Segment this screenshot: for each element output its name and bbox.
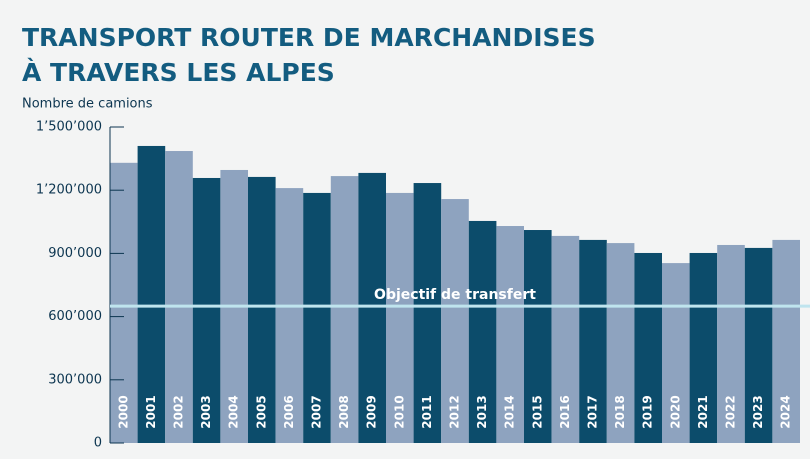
bar — [358, 172, 386, 443]
x-tick-label: 2020 — [668, 395, 682, 428]
bar — [717, 244, 745, 443]
bar — [579, 239, 607, 443]
x-tick-label: 2002 — [172, 395, 186, 428]
bar — [689, 252, 718, 443]
bar — [386, 192, 414, 443]
x-tick-label: 2022 — [724, 395, 738, 428]
x-tick-label: 2010 — [392, 395, 406, 428]
y-tick-label: 1’500’000 — [36, 120, 102, 135]
x-tick-label: 2008 — [337, 395, 351, 428]
y-tick-label: 300’000 — [48, 372, 102, 387]
y-tick-label: 1’200’000 — [36, 183, 102, 198]
y-axis-label: Nombre de camions — [22, 97, 153, 112]
x-tick-label: 2012 — [448, 395, 462, 428]
x-tick-label: 2018 — [613, 395, 627, 428]
y-tick-label: 0 — [94, 436, 102, 451]
x-tick-label: 2016 — [558, 395, 572, 428]
x-tick-label: 2021 — [696, 395, 710, 428]
x-tick-label: 2004 — [227, 395, 241, 428]
bar — [496, 226, 524, 443]
bar — [441, 199, 469, 443]
bar — [772, 239, 800, 443]
x-tick-label: 2017 — [586, 395, 600, 428]
bar — [413, 183, 442, 443]
x-tick-label: 2003 — [199, 395, 213, 428]
y-tick-label: 600’000 — [48, 309, 102, 324]
chart-title: TRANSPORT ROUTER DE MARCHANDISES — [22, 23, 596, 52]
x-tick-label: 2007 — [310, 395, 324, 428]
x-tick-label: 2023 — [751, 395, 765, 428]
bar — [606, 243, 635, 443]
x-tick-label: 2001 — [144, 395, 158, 428]
bar — [110, 162, 138, 443]
x-tick-label: 2000 — [116, 395, 130, 428]
bar — [192, 177, 221, 444]
x-tick-label: 2015 — [530, 395, 544, 428]
bar — [662, 263, 690, 443]
bar — [248, 176, 276, 444]
bar — [744, 247, 773, 443]
reference-label: Objectif de transfert — [374, 287, 536, 303]
bar — [303, 192, 331, 443]
bar — [330, 176, 359, 443]
y-tick-label: 900’000 — [48, 246, 102, 261]
bar — [275, 188, 304, 443]
x-tick-label: 2005 — [254, 395, 268, 428]
x-tick-label: 2009 — [365, 395, 379, 428]
x-tick-label: 2024 — [779, 395, 793, 428]
bar — [165, 151, 193, 444]
x-tick-label: 2014 — [503, 395, 517, 428]
chart-title: À TRAVERS LES ALPES — [22, 58, 335, 87]
bar — [524, 230, 552, 443]
x-tick-label: 2011 — [420, 395, 434, 428]
bar — [551, 235, 580, 443]
x-tick-label: 2019 — [641, 395, 655, 428]
bar — [137, 145, 166, 443]
x-tick-label: 2006 — [282, 395, 296, 428]
bar — [468, 220, 497, 443]
x-tick-label: 2013 — [475, 395, 489, 428]
bar — [634, 252, 662, 443]
